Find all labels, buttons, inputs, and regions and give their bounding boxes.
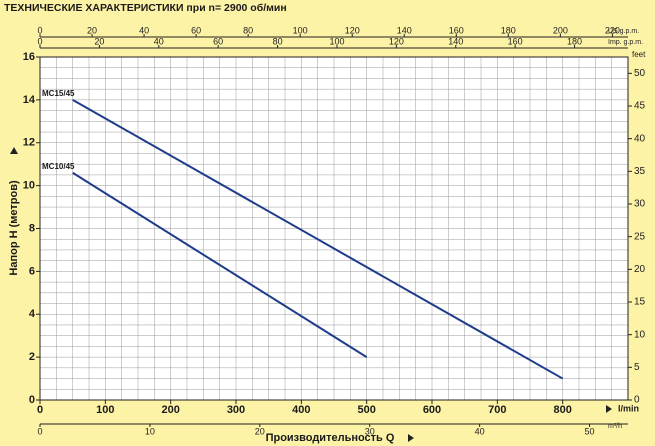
series-label: MC10/45: [42, 162, 75, 171]
secondary-tick-label: 220: [605, 25, 620, 35]
secondary-tick-label: 200: [553, 25, 568, 35]
y2-tick-label: 25: [634, 231, 646, 242]
y2-tick-label: 35: [634, 166, 646, 177]
secondary-tick-label: 0: [37, 25, 42, 35]
secondary-tick-label: 60: [213, 36, 223, 46]
x-tick-label: 500: [357, 404, 375, 416]
secondary-tick-label: 160: [449, 25, 464, 35]
y2-tick-label: 50: [634, 68, 646, 79]
y2-tick-label: 0: [634, 395, 640, 406]
y2-tick-label: 15: [634, 297, 646, 308]
secondary-tick-label: 80: [273, 36, 283, 46]
arrow: [606, 405, 612, 413]
secondary-tick-label: 20: [87, 25, 97, 35]
y-tick-label: 10: [23, 180, 35, 192]
secondary-tick-label: 60: [191, 25, 201, 35]
secondary-axis-label: Imp. g.p.m.: [608, 39, 643, 46]
y2-tick-label: 5: [634, 362, 640, 373]
secondary-tick-label: 30: [365, 426, 375, 436]
x-tick-label: 700: [488, 404, 506, 416]
y2-tick-label: 10: [634, 329, 646, 340]
x-tick-label: 300: [227, 404, 245, 416]
secondary-tick-label: 160: [508, 36, 523, 46]
series-line: [72, 171, 368, 358]
secondary-axis-label: US g.p.m.: [608, 28, 639, 35]
x-tick-label: 0: [37, 404, 43, 416]
secondary-tick-label: 120: [389, 36, 404, 46]
y-tick-label: 4: [29, 308, 36, 320]
secondary-tick-label: 180: [567, 36, 582, 46]
y-tick-label: 14: [23, 94, 36, 106]
x-tick-label: 100: [96, 404, 114, 416]
secondary-tick-label: 100: [329, 36, 344, 46]
y-tick-label: 2: [29, 351, 35, 363]
secondary-tick-label: 140: [397, 25, 412, 35]
secondary-tick-label: 10: [145, 426, 155, 436]
x-unit-label: l/min: [618, 403, 639, 413]
secondary-tick-label: 180: [501, 25, 516, 35]
secondary-tick-label: 80: [243, 25, 253, 35]
secondary-tick-label: 40: [475, 426, 485, 436]
y-tick-label: 16: [23, 51, 35, 63]
x-tick-label: 400: [292, 404, 310, 416]
y-tick-label: 12: [23, 137, 35, 149]
secondary-tick-label: 50: [585, 426, 595, 436]
series-line: [72, 99, 564, 380]
secondary-tick-label: 0: [37, 36, 42, 46]
x-axis-label: Производительность Q: [266, 432, 395, 444]
chart-title: ТЕХНИЧЕСКИЕ ХАРАКТЕРИСТИКИ при n= 2900 о…: [4, 2, 287, 14]
secondary-tick-label: 120: [345, 25, 360, 35]
x-tick-label: 200: [161, 404, 179, 416]
y2-tick-label: 40: [634, 133, 646, 144]
x-tick-label: 600: [423, 404, 441, 416]
secondary-tick-label: 0: [37, 426, 42, 436]
y-tick-label: 6: [29, 265, 35, 277]
secondary-tick-label: 40: [139, 25, 149, 35]
y2-axis-label: feet: [632, 50, 646, 59]
y-axis-label: Напор H (метров): [8, 180, 20, 276]
secondary-tick-label: 40: [154, 36, 164, 46]
y2-tick-label: 45: [634, 101, 646, 112]
y-tick-label: 0: [29, 394, 35, 406]
secondary-tick-label: 100: [293, 25, 308, 35]
arrow: [408, 434, 414, 442]
arrow: [10, 147, 18, 154]
x-tick-label: 800: [553, 404, 571, 416]
secondary-tick-label: 20: [255, 426, 265, 436]
y-tick-label: 8: [29, 222, 35, 234]
series-label: MC15/45: [42, 89, 75, 98]
y2-tick-label: 20: [634, 264, 646, 275]
secondary-axis-label: m³/h: [608, 423, 622, 430]
y2-tick-label: 30: [634, 199, 646, 210]
secondary-tick-label: 140: [448, 36, 463, 46]
secondary-tick-label: 20: [94, 36, 104, 46]
